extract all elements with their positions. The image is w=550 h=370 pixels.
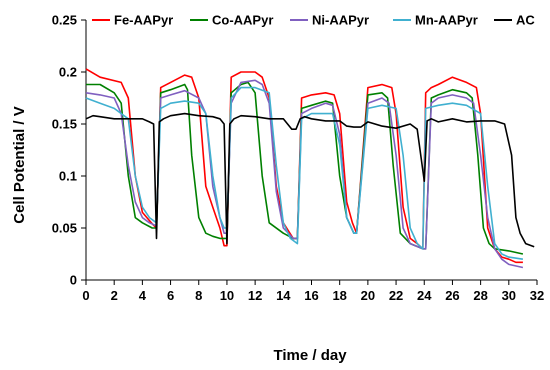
x-tick-label: 6 [167,288,174,303]
legend-layer: Fe-AAPyr Co-AAPyr Ni-AAPyr Mn-AAPyr AC [92,13,535,28]
series-line-co-aapyr [86,81,524,255]
x-tick-label: 8 [195,288,202,303]
x-tick-label: 28 [473,288,487,303]
x-tick-label: 16 [304,288,318,303]
x-tick-label: 18 [332,288,346,303]
y-tick-label: 0.25 [52,13,77,28]
x-tick-label: 32 [530,288,544,303]
x-tick-label: 4 [139,288,147,303]
x-tick-label: 14 [276,288,291,303]
x-axis-title: Time / day [273,347,347,364]
y-tick-label: 0 [70,273,77,288]
x-tick-label: 30 [502,288,516,303]
legend-label-fe-aapyr: Fe-AAPyr [114,13,173,28]
x-tick-label: 12 [248,288,262,303]
y-tick-label: 0.1 [59,169,77,184]
x-tick-label: 24 [417,288,432,303]
x-tick-label: 2 [111,288,118,303]
y-tick-label: 0.05 [52,221,77,236]
ticks-layer: 0 2 4 6 8 10 12 14 16 18 20 22 24 26 28 30 3200.050.10.1… [52,13,545,304]
x-tick-label: 22 [389,288,403,303]
legend-label-co-aapyr: Co-AAPyr [212,13,273,28]
legend-label-ni-aapyr: Ni-AAPyr [312,13,369,28]
x-tick-label: 10 [220,288,234,303]
y-tick-label: 0.15 [52,117,77,132]
x-tick-label: 26 [445,288,459,303]
legend-label-ac: AC [516,13,535,28]
legend-label-mn-aapyr: Mn-AAPyr [415,13,478,28]
series-layer [85,68,535,269]
series-line-ni-aapyr [85,79,524,269]
series-line-fe-aapyr [85,68,523,264]
x-tick-label: 0 [82,288,89,303]
y-tick-label: 0.2 [59,65,77,80]
series-line-mn-aapyr [85,86,524,260]
series-line-ac [85,112,535,248]
x-tick-label: 20 [361,288,375,303]
y-axis-title: Cell Potential / V [11,106,28,224]
